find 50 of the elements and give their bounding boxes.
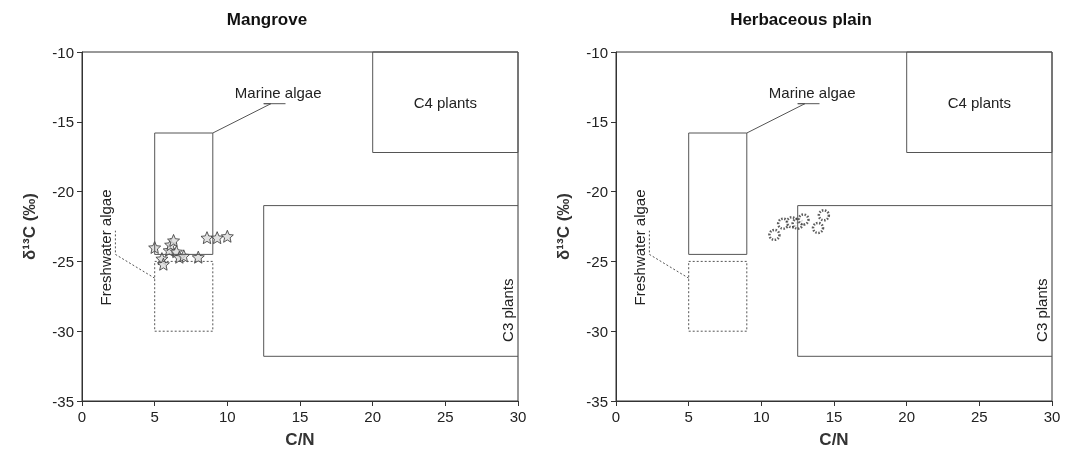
x-tick-label: 5: [684, 408, 693, 425]
y-tick-label: -15: [52, 113, 74, 131]
y-tick-label: -35: [52, 392, 74, 410]
y-tick-label: -25: [52, 252, 74, 270]
point: [768, 228, 781, 242]
annotation: Marine algae: [234, 83, 322, 101]
y-tick-label: -15: [586, 113, 608, 131]
point: [210, 231, 224, 245]
annotation: C4 plants: [413, 93, 478, 111]
y-axis-title: δ¹³C (‰): [554, 193, 573, 260]
x-axis-title: C/N: [285, 430, 315, 449]
x-tick-label: 15: [825, 408, 843, 425]
x-tick-label: 30: [509, 408, 527, 425]
x-tick-label: 5: [150, 408, 159, 425]
annotation: Marine algae: [768, 83, 856, 101]
point: [797, 213, 810, 226]
y-tick-label: -20: [52, 183, 74, 201]
x-tick-label: 0: [77, 408, 87, 425]
point: [776, 217, 790, 230]
point: [200, 231, 214, 245]
x-tick-label: 10: [752, 408, 770, 425]
annotation: C3 plants: [1033, 278, 1051, 342]
x-tick-label: 0: [611, 408, 621, 425]
y-tick-label: -20: [586, 183, 608, 201]
annotation: Freshwater algae: [630, 189, 648, 306]
y-tick-label: -30: [52, 322, 74, 340]
y-tick-label: -30: [586, 322, 608, 340]
point: [811, 221, 825, 235]
x-tick-label: 10: [218, 408, 236, 425]
x-tick-label: 25: [970, 408, 988, 425]
point: [156, 257, 170, 271]
y-tick-label: -10: [586, 43, 608, 61]
x-axis-title: C/N: [819, 430, 849, 449]
y-tick-label: -25: [586, 252, 608, 270]
x-tick-label: 20: [898, 408, 916, 425]
x-tick-label: 30: [1043, 408, 1061, 425]
point: [817, 209, 831, 222]
y-tick-label: -10: [52, 43, 74, 61]
annotation: Freshwater algae: [96, 189, 114, 306]
y-axis-title: δ¹³C (‰): [20, 193, 39, 260]
point: [220, 229, 234, 243]
annotation: C3 plants: [499, 278, 517, 342]
annotation: C4 plants: [947, 93, 1012, 111]
x-tick-label: 25: [436, 408, 454, 425]
point: [167, 233, 181, 247]
x-tick-label: 15: [291, 408, 309, 425]
chart-title: Herbaceous plain: [730, 10, 872, 29]
chart-title: Mangrove: [226, 10, 308, 29]
x-tick-label: 20: [364, 408, 382, 425]
y-tick-label: -35: [586, 392, 608, 410]
